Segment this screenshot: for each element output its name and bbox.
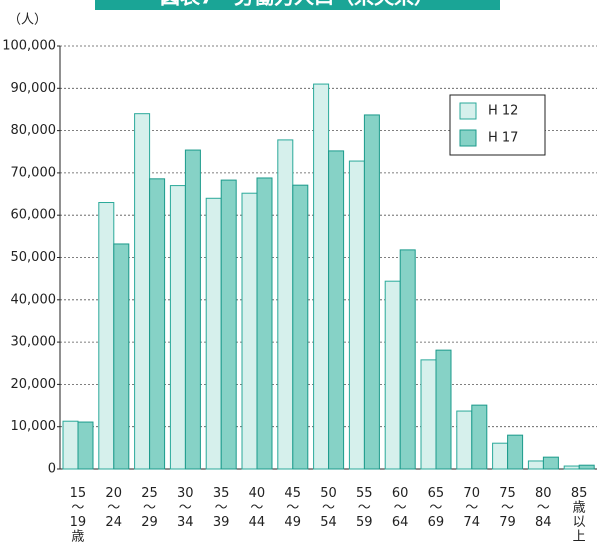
- bar: [169, 185, 186, 470]
- legend-swatch: [459, 129, 477, 147]
- bar: [384, 280, 401, 470]
- x-tick-label: 60 ～ 64: [392, 486, 409, 530]
- bar: [471, 404, 488, 470]
- x-tick-label: 30 ～ 34: [177, 486, 194, 530]
- y-tick-label: 20,000: [11, 377, 57, 392]
- bar: [542, 456, 559, 470]
- bar: [241, 192, 258, 470]
- legend-label: H 17: [488, 131, 518, 146]
- y-tick-label: 90,000: [11, 81, 57, 96]
- x-tick-label: 80 ～ 84: [535, 486, 552, 530]
- bar: [313, 83, 330, 470]
- x-tick-label: 40 ～ 44: [249, 486, 266, 530]
- y-tick-label: 0: [48, 462, 56, 477]
- x-tick-label: 55 ～ 59: [356, 486, 373, 530]
- bar: [399, 249, 416, 470]
- bar: [62, 420, 79, 470]
- bar: [77, 421, 94, 470]
- y-tick-label: 10,000: [11, 419, 57, 434]
- legend-label: H 12: [488, 104, 518, 119]
- y-tick-label: 100,000: [2, 39, 56, 54]
- y-tick-label: 30,000: [11, 335, 57, 350]
- bar: [113, 243, 130, 470]
- y-tick-label: 50,000: [11, 250, 57, 265]
- y-tick-label: 40,000: [11, 292, 57, 307]
- bar: [134, 113, 151, 470]
- bar: [420, 359, 437, 470]
- legend-swatch: [459, 102, 477, 120]
- bar: [328, 150, 345, 470]
- x-tick-label: 20 ～ 24: [105, 486, 122, 530]
- bar: [363, 114, 380, 470]
- bar: [256, 177, 273, 470]
- bar: [348, 160, 365, 470]
- bar: [184, 149, 201, 470]
- x-tick-label: 70 ～ 74: [463, 486, 480, 530]
- y-tick-label: 70,000: [11, 165, 57, 180]
- chart-title: 図表7 労働力人口（県央県）: [160, 0, 434, 9]
- y-tick-label: 80,000: [11, 123, 57, 138]
- x-tick-label: 45 ～ 49: [284, 486, 301, 530]
- bar: [527, 460, 544, 470]
- x-tick-label: 15 ～ 19 歳: [70, 486, 87, 545]
- x-tick-label: 75 ～ 79: [499, 486, 516, 530]
- bar: [292, 184, 309, 470]
- bar: [435, 349, 452, 470]
- y-unit: （人）: [8, 13, 47, 28]
- y-tick-label: 60,000: [11, 208, 57, 223]
- bar: [220, 179, 237, 470]
- bar: [563, 465, 580, 470]
- bar: [578, 464, 595, 470]
- x-tick-label: 50 ～ 54: [320, 486, 337, 530]
- x-tick-label: 35 ～ 39: [213, 486, 230, 530]
- bar: [492, 442, 509, 470]
- title-band: [95, 0, 500, 10]
- bar: [149, 178, 166, 470]
- bar: [456, 410, 473, 470]
- x-tick-label: 25 ～ 29: [141, 486, 158, 530]
- bar: [205, 197, 222, 470]
- bar: [277, 139, 294, 470]
- x-tick-label: 65 ～ 69: [428, 486, 445, 530]
- x-tick-label: 85 歳以上: [571, 486, 588, 545]
- bar: [507, 434, 524, 470]
- bar: [98, 202, 115, 470]
